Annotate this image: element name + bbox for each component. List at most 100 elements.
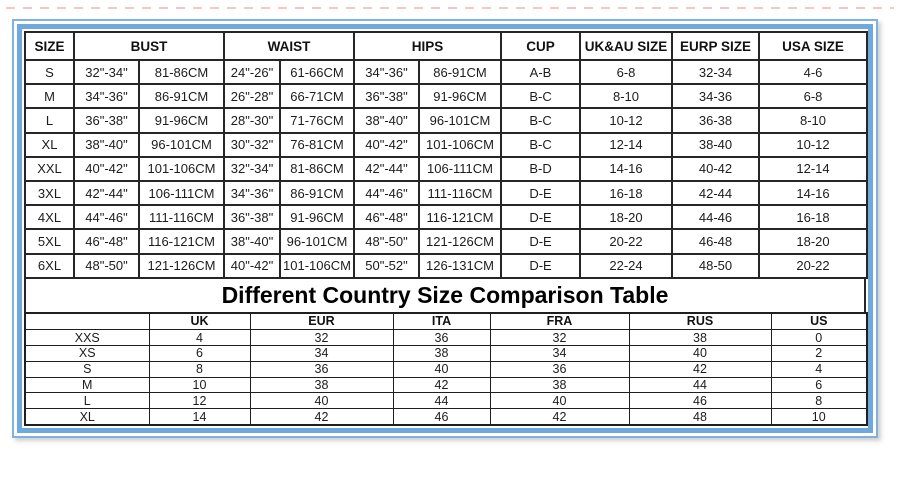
table-cell: 38"-40" xyxy=(73,131,140,158)
table-cell: 42 xyxy=(392,376,491,394)
col-header-waist: WAIST xyxy=(223,31,355,61)
table-cell: 4 xyxy=(148,329,251,346)
table-cell: 32"-34" xyxy=(223,155,281,182)
table-cell: 36"-38" xyxy=(73,107,140,134)
table-cell: 4 xyxy=(770,360,868,378)
col-header-uk-au: UK&AU SIZE xyxy=(579,31,674,61)
col-header-usa: USA SIZE xyxy=(758,31,869,61)
col-header-uk: UK xyxy=(148,312,251,331)
table-cell: 46"-48" xyxy=(73,228,140,255)
table-cell: 40"-42" xyxy=(353,131,420,158)
table-cell: 48"-50" xyxy=(353,228,420,255)
table-cell: 111-116CM xyxy=(417,179,503,207)
table-cell: 40-42 xyxy=(671,155,761,182)
col-header-rus: RUS xyxy=(628,312,772,331)
table-cell: 12-14 xyxy=(758,155,869,182)
country-comparison-table: UK EUR ITA FRA RUS US XXS 4 32 36 32 38 0 XS 6 34… xyxy=(24,311,868,426)
table-cell: 28"-30" xyxy=(223,107,281,134)
table-cell: 6-8 xyxy=(579,58,674,86)
table-cell: 10 xyxy=(148,376,251,394)
table-cell: 121-126CM xyxy=(417,228,503,255)
table-cell: 50"-52" xyxy=(353,252,420,279)
table-cell: 40"-42" xyxy=(73,155,140,182)
col-header-bust: BUST xyxy=(73,31,225,61)
table-row: L 12 40 44 40 46 8 xyxy=(24,392,868,410)
table-cell: 20-22 xyxy=(758,252,869,279)
table-cell: 20-22 xyxy=(579,228,674,255)
table-cell: 14 xyxy=(148,408,251,426)
table-cell: 8-10 xyxy=(758,107,869,134)
col-header-fra: FRA xyxy=(489,312,630,331)
table-row: 4XL 44"-46" 111-116CM 36"-38" 91-96CM 46"-48"… xyxy=(24,204,869,231)
table-cell: 8 xyxy=(148,360,251,378)
table-cell: 36"-38" xyxy=(223,204,281,231)
table-cell: D-E xyxy=(500,204,582,231)
table-cell: 81-86CM xyxy=(279,155,355,182)
table-row: L 36"-38" 91-96CM 28"-30" 71-76CM 38"-40" 96-1… xyxy=(24,107,869,134)
table-cell: 44-46 xyxy=(671,204,761,231)
table-cell: 101-106CM xyxy=(138,155,225,182)
table-cell: 12 xyxy=(148,392,251,410)
table-cell: 38"-40" xyxy=(223,228,281,255)
row-size-label: XXL xyxy=(24,155,75,182)
table-cell: 8-10 xyxy=(579,83,674,110)
table-cell: 40 xyxy=(392,360,491,378)
table-row: 5XL 46"-48" 116-121CM 38"-40" 96-101CM 48"-50… xyxy=(24,228,869,255)
table-cell: 6-8 xyxy=(758,83,869,110)
col-header-size: SIZE xyxy=(24,31,75,61)
table-cell: 96-101CM xyxy=(417,107,503,134)
table-cell: 86-91CM xyxy=(138,83,225,110)
col-header-blank xyxy=(24,312,150,331)
table-cell: 38"-40" xyxy=(353,107,420,134)
table-cell: 81-86CM xyxy=(138,58,225,86)
col-header-us: US xyxy=(770,312,868,331)
table-cell: 48"-50" xyxy=(73,252,140,279)
table-cell: 44 xyxy=(392,392,491,410)
table-cell: 12-14 xyxy=(579,131,674,158)
table-cell: 36 xyxy=(392,329,491,346)
table-cell: 48 xyxy=(628,408,772,426)
table-cell: D-E xyxy=(500,228,582,255)
table-cell: 36"-38" xyxy=(353,83,420,110)
table-cell: 10-12 xyxy=(579,107,674,134)
row-size-label: 6XL xyxy=(24,252,75,279)
row-size-label: XS xyxy=(24,344,150,362)
table-cell: 30"-32" xyxy=(223,131,281,158)
table-cell: 44"-46" xyxy=(353,179,420,207)
table-cell: 46 xyxy=(628,392,772,410)
row-size-label: XXS xyxy=(24,329,150,346)
table-cell: 6 xyxy=(148,344,251,362)
table-cell: 38 xyxy=(489,376,630,394)
table-cell: 46-48 xyxy=(671,228,761,255)
table-cell: 34 xyxy=(249,344,394,362)
table-cell: 91-96CM xyxy=(138,107,225,134)
col-header-ita: ITA xyxy=(392,312,491,331)
table-row: XL 38"-40" 96-101CM 30"-32" 76-81CM 40"-42" 10… xyxy=(24,131,869,158)
table-cell: 96-101CM xyxy=(279,228,355,255)
table-row: 6XL 48"-50" 121-126CM 40"-42" 101-106CM 50"-5… xyxy=(24,252,869,279)
table-cell: 32 xyxy=(249,329,394,346)
table-cell: 34 xyxy=(489,344,630,362)
table-cell: 44"-46" xyxy=(73,204,140,231)
table-cell: 38 xyxy=(392,344,491,362)
size-table-header-row: SIZE BUST WAIST HIPS CUP UK&AU SIZE EURP… xyxy=(24,31,869,61)
table-cell: 42-44 xyxy=(671,179,761,207)
table-cell: 36-38 xyxy=(671,107,761,134)
table-cell: A-B xyxy=(500,58,582,86)
table-cell: 76-81CM xyxy=(279,131,355,158)
table-cell: B-C xyxy=(500,83,582,110)
table-cell: 96-101CM xyxy=(138,131,225,158)
table-cell: B-D xyxy=(500,155,582,182)
table-cell: 32-34 xyxy=(671,58,761,86)
row-size-label: M xyxy=(24,376,150,394)
table-row: XS 6 34 38 34 40 2 xyxy=(24,344,868,362)
table-cell: 32"-34" xyxy=(73,58,140,86)
table-cell: 40 xyxy=(628,344,772,362)
table-cell: 36 xyxy=(249,360,394,378)
table-cell: 40 xyxy=(249,392,394,410)
table-cell: 42 xyxy=(489,408,630,426)
table-cell: 16-18 xyxy=(579,179,674,207)
row-size-label: S xyxy=(24,360,150,378)
table-cell: 101-106CM xyxy=(279,252,355,279)
